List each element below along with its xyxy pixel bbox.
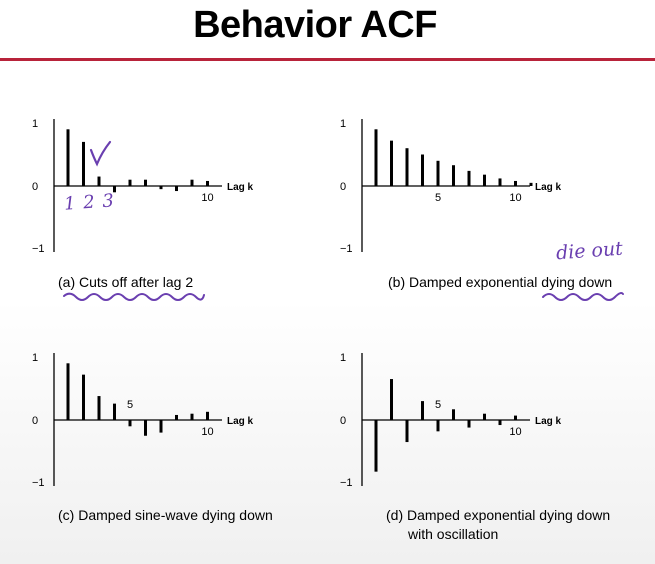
caption-b-text: (b) Damped exponential dying down — [388, 274, 613, 290]
chart-d-x-axis-label: Lag k — [535, 416, 562, 427]
chart-a-x-axis-label: Lag k — [227, 182, 254, 193]
chart-b-y-tick-label: 1 — [340, 118, 346, 130]
chart-c-x-tick-label-5: 5 — [127, 399, 133, 411]
caption-d: (d) Damped exponential dying down with o… — [386, 506, 610, 544]
chart-b-x-axis-label: Lag k — [535, 182, 562, 193]
caption-d-text-line2: with oscillation — [408, 526, 499, 542]
caption-c: (c) Damped sine-wave dying down — [58, 506, 273, 525]
squiggle-underline-b — [542, 292, 624, 301]
chart-b-x-tick-label-10: 10 — [509, 192, 521, 204]
lag-digits-annotation: 1 2 3 — [63, 190, 116, 215]
chart-a-y-tick-label: −1 — [32, 243, 45, 255]
caption-a: (a) Cuts off after lag 2 — [58, 273, 193, 292]
chart-c-y-tick-label: 0 — [32, 415, 38, 427]
chart-a-y-tick-label: 0 — [32, 181, 38, 193]
chart-d-y-tick-label: 1 — [340, 352, 346, 364]
chart-c-y-tick-label: −1 — [32, 477, 45, 489]
chart-d-x-tick-label-5: 5 — [435, 399, 441, 411]
page-title: Behavior ACF — [193, 4, 437, 46]
title-divider — [0, 58, 655, 61]
caption-b: (b) Damped exponential dying down — [388, 273, 612, 292]
caption-c-text: (c) Damped sine-wave dying down — [58, 507, 273, 523]
chart-d-y-tick-label: 0 — [340, 415, 346, 427]
chart-c-x-tick-label-10: 10 — [201, 426, 213, 438]
chart-d-x-tick-label-10: 10 — [509, 426, 521, 438]
chart-d-y-tick-label: −1 — [340, 477, 353, 489]
chart-b-x-tick-label-5: 5 — [435, 192, 441, 204]
squiggle-underline-a — [63, 292, 205, 301]
chart-b-y-tick-label: 0 — [340, 181, 346, 193]
caption-d-text: (d) Damped exponential dying down — [386, 507, 611, 523]
chart-b-y-tick-label: −1 — [340, 243, 353, 255]
caption-a-text: (a) Cuts off after lag 2 — [58, 274, 194, 290]
die-out-annotation: die out — [555, 237, 624, 265]
chart-a-y-tick-label: 1 — [32, 118, 38, 130]
check-mark-icon — [89, 140, 112, 167]
chart-c-y-tick-label: 1 — [32, 352, 38, 364]
chart-c-x-axis-label: Lag k — [227, 416, 254, 427]
chart-a-x-tick-label-10: 10 — [201, 192, 213, 204]
